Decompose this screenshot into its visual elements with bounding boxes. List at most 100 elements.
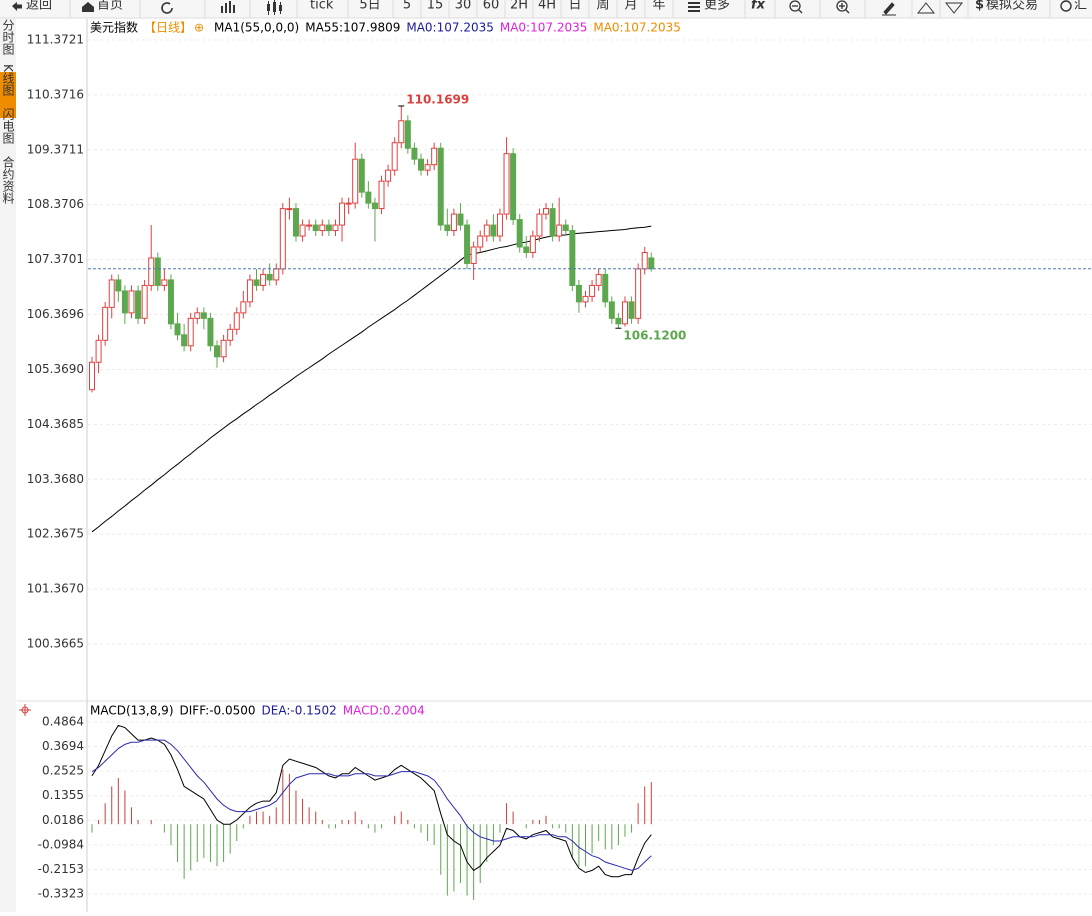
candle-body bbox=[154, 257, 161, 286]
y-tick-label: -0.2153 bbox=[38, 862, 84, 876]
y-tick-label: 102.3675 bbox=[27, 527, 84, 541]
candle-body bbox=[490, 224, 497, 237]
candle-body bbox=[167, 279, 174, 325]
candle-body bbox=[529, 235, 536, 253]
side-tab[interactable]: 闪电图 bbox=[1, 108, 15, 144]
candle-body bbox=[292, 208, 299, 237]
period-button[interactable]: 日 bbox=[568, 0, 581, 13]
candle-body bbox=[457, 213, 464, 226]
period-button[interactable]: 2H bbox=[510, 0, 528, 13]
y-tick-label: 110.3716 bbox=[27, 87, 84, 101]
candle-icon[interactable] bbox=[267, 0, 282, 15]
back-icon[interactable] bbox=[12, 2, 22, 11]
legend-text: 美元指数 bbox=[90, 20, 138, 35]
candle-body bbox=[240, 301, 247, 314]
home-icon[interactable] bbox=[82, 2, 94, 12]
side-tab[interactable]: 合约资料 bbox=[1, 155, 15, 204]
candle-body bbox=[496, 213, 503, 237]
y-tick-label: -0.0984 bbox=[38, 837, 84, 851]
period-button[interactable]: 60 bbox=[483, 0, 500, 13]
candle-body bbox=[378, 180, 385, 210]
y-tick-label: 0.2525 bbox=[42, 764, 84, 778]
candle-body bbox=[621, 301, 628, 325]
candle-body bbox=[181, 334, 188, 347]
period-button[interactable]: 15 bbox=[427, 0, 444, 13]
candle-body bbox=[635, 268, 642, 319]
y-tick-label: -0.3323 bbox=[38, 886, 84, 900]
candle-body bbox=[200, 312, 207, 319]
candle-body bbox=[286, 208, 293, 211]
candle-body bbox=[365, 191, 372, 204]
candle-body bbox=[148, 257, 155, 286]
candle-body bbox=[582, 295, 589, 303]
legend-text: 【日线】 bbox=[144, 21, 192, 35]
back-button[interactable]: 返回 bbox=[26, 0, 52, 13]
period-button[interactable]: 5日 bbox=[359, 0, 380, 13]
candle-body bbox=[641, 251, 648, 270]
candle-body bbox=[385, 169, 392, 182]
chart-icon[interactable] bbox=[221, 1, 235, 13]
y-tick-label: 0.1355 bbox=[42, 788, 84, 802]
candle-body bbox=[339, 202, 346, 226]
candle-body bbox=[444, 224, 451, 232]
more-icon[interactable] bbox=[688, 2, 700, 12]
legend-text: MA1(55,0,0,0) bbox=[214, 21, 299, 35]
period-button[interactable]: 年 bbox=[652, 0, 665, 13]
side-tab-active bbox=[0, 72, 16, 118]
up-icon[interactable] bbox=[916, 2, 936, 14]
zoom-in-icon[interactable] bbox=[836, 0, 850, 14]
candle-body bbox=[536, 213, 543, 237]
candle-body bbox=[260, 273, 267, 286]
legend-text: MA0:107.2035 bbox=[406, 21, 494, 35]
candle-body bbox=[477, 235, 484, 248]
y-tick-label: 0.0186 bbox=[42, 813, 84, 827]
fx-button[interactable]: 汇 bbox=[1074, 0, 1087, 13]
candle-body bbox=[516, 219, 523, 248]
y-tick-label: 107.3701 bbox=[27, 252, 84, 266]
side-tab[interactable]: K线图 bbox=[1, 64, 15, 96]
period-button[interactable]: 5 bbox=[403, 0, 411, 13]
down-icon[interactable] bbox=[944, 2, 964, 14]
more-button[interactable]: 更多 bbox=[704, 0, 730, 13]
candle-body bbox=[503, 153, 510, 215]
fx-icon[interactable] bbox=[1060, 0, 1072, 12]
y-tick-label: 111.3721 bbox=[27, 32, 84, 46]
tick-button[interactable]: tick bbox=[310, 0, 334, 13]
y-tick-label: 100.3665 bbox=[27, 636, 84, 650]
period-button[interactable]: 周 bbox=[596, 0, 609, 13]
sim-trade-button[interactable]: 模拟交易 bbox=[986, 0, 1038, 13]
candle-body bbox=[510, 153, 517, 221]
candle-body bbox=[332, 224, 339, 232]
annotation-label: 106.1200 bbox=[623, 329, 686, 343]
period-button[interactable]: 30 bbox=[455, 0, 472, 13]
period-button[interactable]: 4H bbox=[538, 0, 556, 13]
home-button[interactable]: 首页 bbox=[97, 0, 123, 13]
candle-body bbox=[549, 208, 556, 237]
candle-body bbox=[431, 147, 438, 166]
draw-icon[interactable] bbox=[882, 2, 896, 16]
side-tab[interactable]: 分时图 bbox=[1, 19, 15, 55]
legend-text: MA0:107.2035 bbox=[593, 21, 681, 35]
candle-body bbox=[319, 224, 326, 232]
toolbar-separators bbox=[69, 0, 1051, 18]
candle-body bbox=[648, 257, 655, 270]
candle-body bbox=[325, 224, 332, 232]
period-button[interactable]: 月 bbox=[624, 0, 637, 13]
dollar-icon[interactable]: $ bbox=[975, 0, 984, 13]
candle-body bbox=[220, 339, 227, 358]
formula-button[interactable]: fx bbox=[751, 0, 766, 13]
candle-body bbox=[391, 142, 398, 171]
zoom-out-icon[interactable] bbox=[789, 0, 803, 14]
refresh-icon[interactable] bbox=[161, 2, 173, 14]
candle-body bbox=[141, 284, 148, 319]
candle-body bbox=[523, 246, 530, 253]
y-tick-label: 106.3696 bbox=[27, 307, 84, 321]
candle-body bbox=[161, 279, 168, 286]
y-tick-label: 105.3690 bbox=[27, 362, 84, 376]
candle-body bbox=[115, 279, 122, 292]
candle-body bbox=[556, 224, 563, 237]
y-tick-label: 109.3711 bbox=[27, 142, 84, 156]
candle-body bbox=[214, 345, 221, 358]
candle-body bbox=[312, 224, 319, 232]
